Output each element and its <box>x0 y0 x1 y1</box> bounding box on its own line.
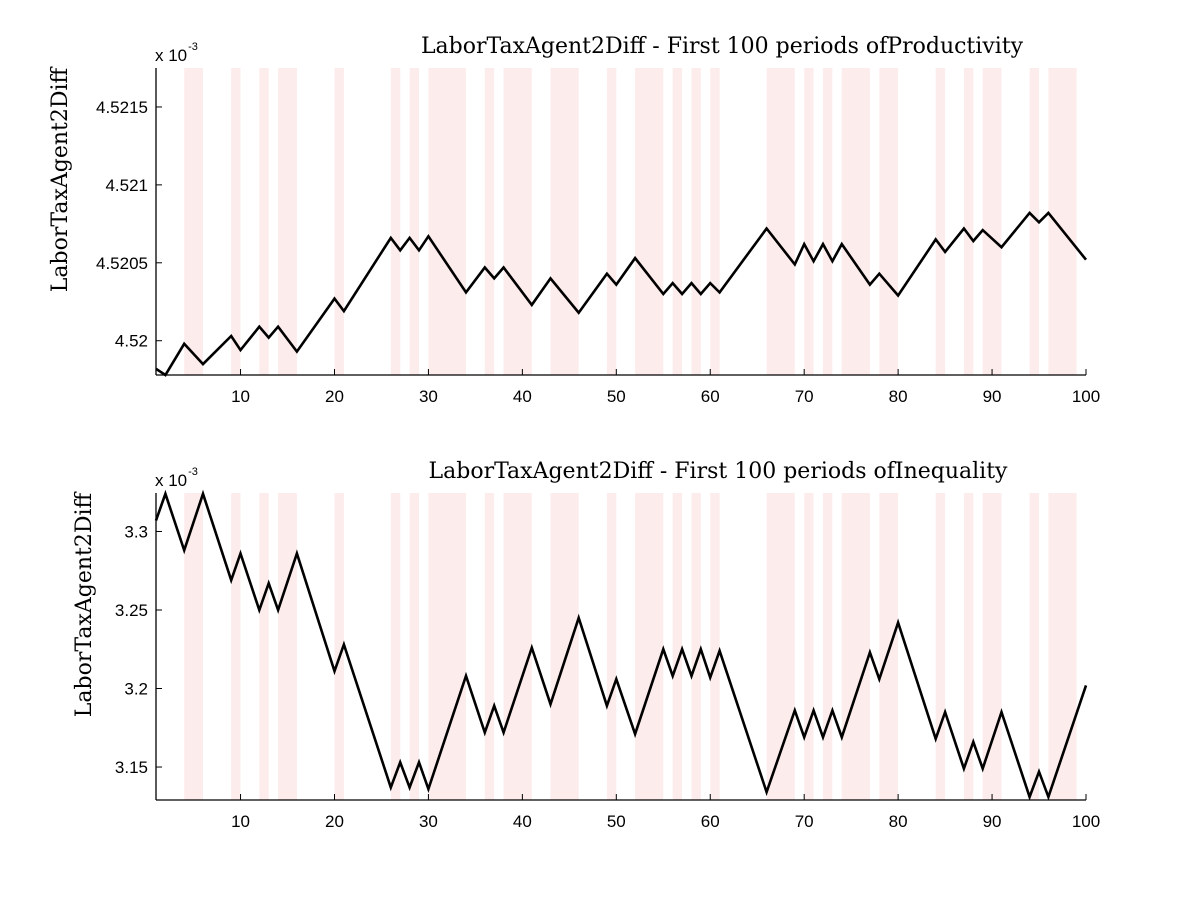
productivity-panel: 10 20 30 40 50 60 70 80 90 100 4.524.52054.5214.5… <box>48 34 1100 406</box>
x-tick-label: 100 <box>1072 812 1100 831</box>
shaded-period <box>334 68 344 375</box>
shaded-period <box>231 493 241 800</box>
shaded-period <box>635 68 664 375</box>
shaded-period <box>982 68 1002 375</box>
x-tick-label: 50 <box>607 812 626 831</box>
x-tick-label: 50 <box>607 387 626 406</box>
shaded-period <box>710 493 720 800</box>
y-tick-label: 4.5215 <box>96 98 148 117</box>
shaded-period <box>804 68 814 375</box>
shaded-period <box>278 68 297 375</box>
shaded-period <box>184 68 203 375</box>
x-tick-label: 90 <box>983 812 1002 831</box>
shaded-period <box>822 493 833 800</box>
x-tick-label: 30 <box>419 387 438 406</box>
shaded-period <box>879 493 899 800</box>
shaded-period <box>879 68 899 375</box>
x-tick-label: 40 <box>513 812 532 831</box>
x-tick-label: 90 <box>983 387 1002 406</box>
x-tick-label: 10 <box>231 812 250 831</box>
chart-title: LaborTaxAgent2Diff - First 100 periods o… <box>421 34 1024 59</box>
shaded-period <box>672 493 683 800</box>
shaded-period <box>935 68 946 375</box>
shaded-period <box>503 68 532 375</box>
shaded-period <box>635 493 664 800</box>
shaded-period <box>963 68 974 375</box>
shaded-period <box>409 493 420 800</box>
shaded-period <box>841 493 870 800</box>
inequality-panel: 10 20 30 40 50 60 70 80 90 100 3.15 3.2 3.25 3.3 x 1… <box>72 459 1100 831</box>
series-line <box>155 210 1088 377</box>
y-tick-label: 4.52 <box>115 332 148 351</box>
shaded-period <box>804 493 814 800</box>
recession-shading <box>184 68 1077 375</box>
shaded-period <box>822 68 833 375</box>
y-tick-label: 3.2 <box>124 680 148 699</box>
x-tick-label: 80 <box>889 812 908 831</box>
shaded-period <box>982 493 1002 800</box>
x-tick-label: 40 <box>513 387 532 406</box>
x-tick-labels: 10 20 30 40 50 60 70 80 90 100 <box>231 812 1100 831</box>
shaded-period <box>334 493 344 800</box>
shaded-period <box>184 493 203 800</box>
y-axis-label: LaborTaxAgent2Diff <box>72 491 97 717</box>
y-tick-label: 4.5205 <box>96 254 148 273</box>
y-tick-label: 3.3 <box>124 522 148 541</box>
y-tick-labels: 4.52 4.5205 4.521 4.5215 <box>96 98 148 351</box>
shaded-period <box>1048 68 1077 375</box>
y-tick-label: 4.521 <box>105 176 148 195</box>
shaded-period <box>691 493 701 800</box>
y-tick-label: 3.15 <box>115 758 148 777</box>
x-tick-label: 70 <box>795 812 814 831</box>
x-tick-label: 20 <box>325 812 344 831</box>
shaded-period <box>1029 68 1040 375</box>
x-tick-label: 10 <box>231 387 250 406</box>
shaded-period <box>231 68 241 375</box>
x-tick-label: 30 <box>419 812 438 831</box>
x-tick-label: 60 <box>701 387 720 406</box>
shaded-period <box>1029 493 1040 800</box>
shaded-period <box>935 493 946 800</box>
shaded-period <box>390 493 401 800</box>
y-tick-labels: 3.15 3.2 3.25 3.3 <box>115 522 148 777</box>
shaded-period <box>503 493 532 800</box>
shaded-period <box>691 68 701 375</box>
y-tick-label: 3.25 <box>115 601 148 620</box>
y-axis-label: LaborTaxAgent2Diff <box>48 66 73 292</box>
axes-frame <box>155 68 1087 376</box>
recession-shading <box>184 493 1077 800</box>
x-tick-label: 80 <box>889 387 908 406</box>
shaded-period <box>1048 493 1077 800</box>
shaded-period <box>278 493 297 800</box>
shaded-period <box>606 493 617 800</box>
shaded-period <box>428 493 466 800</box>
axes-frame <box>155 493 1087 801</box>
shaded-period <box>841 68 870 375</box>
shaded-period <box>428 68 466 375</box>
x-tick-label: 100 <box>1072 387 1100 406</box>
shaded-period <box>390 68 401 375</box>
shaded-period <box>259 68 269 375</box>
shaded-period <box>550 68 579 375</box>
x-tick-label: 70 <box>795 387 814 406</box>
x-tick-label: 20 <box>325 387 344 406</box>
shaded-period <box>259 493 269 800</box>
shaded-period <box>710 68 720 375</box>
series-line <box>154 489 1088 801</box>
shaded-period <box>484 68 495 375</box>
x-tick-labels: 10 20 30 40 50 60 70 80 90 100 <box>231 387 1100 406</box>
shaded-period <box>409 68 420 375</box>
x-tick-label: 60 <box>701 812 720 831</box>
shaded-period <box>766 68 795 375</box>
shaded-period <box>606 68 617 375</box>
y-exponent-label: x 10-3 <box>155 41 198 65</box>
shaded-period <box>484 493 495 800</box>
shaded-period <box>672 68 683 375</box>
shaded-period <box>963 493 974 800</box>
chart-title: LaborTaxAgent2Diff - First 100 periods o… <box>429 459 1009 484</box>
y-exponent-label: x 10-3 <box>155 466 198 490</box>
shaded-period <box>550 493 579 800</box>
